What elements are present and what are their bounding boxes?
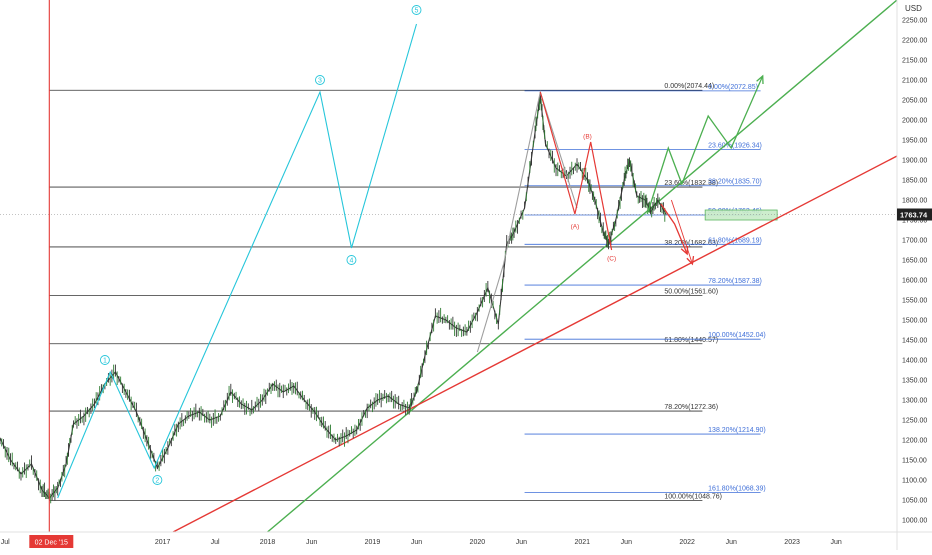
fib-right-label-1: 23.60%(1926.34) [708,142,762,149]
y-tick-label-15: 1500.00 [902,318,927,325]
red-forecast-line-2 [670,199,693,265]
y-tick-label-14: 1550.00 [902,298,927,305]
red-forecast-arrow-2 [686,255,695,266]
y-tick-label-17: 1400.00 [902,358,927,365]
x-axis: Jul 2017 Jul 2018 Jun 2019 Jun 2020 Jun 2021 Jun 20… [0,531,932,546]
y-tick-label-5: 2000.00 [902,118,927,125]
wave-label-7: (C) [607,256,616,263]
y-tick-label-0: 2250.00 [902,18,927,25]
y-tick-label-11: 1700.00 [902,238,927,245]
y-tick-label-22: 1150.00 [902,458,927,465]
x-tick-label-3: 2018 [260,539,276,546]
wave-label-circle-3 [346,255,357,265]
y-tick-label-19: 1300.00 [902,398,927,405]
x-tick-label-9: 2021 [574,539,590,546]
wave-label-0: 1 [103,358,107,365]
y-tick-label-25: 1000.00 [902,518,927,525]
wave-drawings: 1 2 3 4 5 (A) (B) (C) [57,5,764,499]
fib-left-label-5: 78.20%(1272.36) [664,404,718,411]
cursor-date-tag [29,535,74,548]
y-tick-label-24: 1050.00 [902,498,927,505]
fib-right-label-5: 78.20%(1587.38) [708,278,762,285]
y-tick-label-21: 1200.00 [902,438,927,445]
x-tick-label-5: 2019 [365,539,381,546]
wave-label-circle-4 [411,5,422,15]
x-tick-label-12: Jun [726,539,737,546]
y-tick-label-2: 2150.00 [902,58,927,65]
x-tick-label-8: Jun [516,539,527,546]
fib-left-label-0: 0.00%(2074.44) [664,83,714,90]
wave-label-circle-1 [152,475,163,485]
x-tick-label-4: Jun [306,539,317,546]
green-trendline [267,0,898,533]
wave-label-1: 2 [155,478,159,485]
y-tick-label-13: 1600.00 [902,278,927,285]
fib-right-label-8: 161.80%(1068.39) [708,486,766,493]
y-tick-label-6: 1950.00 [902,138,927,145]
fib-right-label-2: 38.20%(1835.70) [708,179,762,186]
green-forecast-line [646,75,764,215]
x-tick-label-10: Jun [621,539,632,546]
x-tick-label-14: Jun [831,539,842,546]
wave-label-5: (A) [571,224,580,231]
wave-label-4: 5 [415,8,419,15]
x-tick-label-13: 2023 [784,539,800,546]
wave-label-circle-0 [99,355,110,365]
x-tick-label-2: Jul [211,539,220,546]
crosshair: 02 Dec '15 [29,0,74,548]
wave-label-6: (B) [583,134,592,141]
y-tick-label-7: 1900.00 [902,158,927,165]
y-tick-label-12: 1650.00 [902,258,927,265]
wave-label-2: 3 [318,78,322,85]
last-price-label: 1763.74 [900,211,928,220]
red-forecast-line-1 [660,203,688,255]
x-tick-label-11: 2022 [679,539,695,546]
y-tick-label-3: 2100.00 [902,78,927,85]
fib-left-label-1: 23.60%(1832.38) [664,180,718,187]
x-tick-label-1: 2017 [155,539,171,546]
red-trendline [172,155,898,533]
fibonacci-levels: 0.00%(2074.44) 23.60%(1832.38) 38.20%(1682… [0,83,897,501]
fib-left-label-4: 61.80%(1440.57) [664,337,718,344]
trendlines [172,0,898,533]
x-tick-label-6: Jun [411,539,422,546]
cursor-date-label: 02 Dec '15 [35,540,68,547]
wave-label-3: 4 [350,258,354,265]
red-wave-line [539,91,613,251]
fib-left-label-2: 38.20%(1682.63) [664,240,718,247]
wave-label-circle-2 [315,75,325,85]
last-price-tag [897,208,932,221]
fib-left-label-3: 50.00%(1561.60) [664,288,718,295]
y-tick-label-1: 2200.00 [902,38,927,45]
fib-right-label-0: 0.00%(2072.85) [708,84,758,91]
y-tick-label-8: 1850.00 [902,178,927,185]
y-tick-label-4: 2050.00 [902,98,927,105]
price-series [0,94,667,504]
y-tick-label-10: 1750.00 [902,218,927,225]
fib-right-label-6: 100.00%(1452.04) [708,332,766,339]
y-tick-label-23: 1100.00 [902,478,927,485]
green-forecast-arrow [756,74,764,85]
currency-label: USD [905,4,922,13]
fib-right-label-7: 138.20%(1214.90) [708,427,766,434]
grey-wave-line [476,89,578,353]
y-axis: 2250.00 2200.00 2150.00 2100.00 2050.00 2000.… [896,0,932,550]
fib-left-label-6: 100.00%(1048.76) [664,493,722,500]
y-tick-label-18: 1350.00 [902,378,927,385]
red-forecast-arrow-1 [680,245,689,256]
y-tick-label-9: 1800.00 [902,198,927,205]
x-tick-label-7: 2020 [470,539,486,546]
fib-highlight-box [704,209,778,221]
y-tick-label-20: 1250.00 [902,418,927,425]
y-tick-label-16: 1450.00 [902,338,927,345]
x-tick-label-0: Jul [1,539,10,546]
blue-wave-line [57,23,418,499]
